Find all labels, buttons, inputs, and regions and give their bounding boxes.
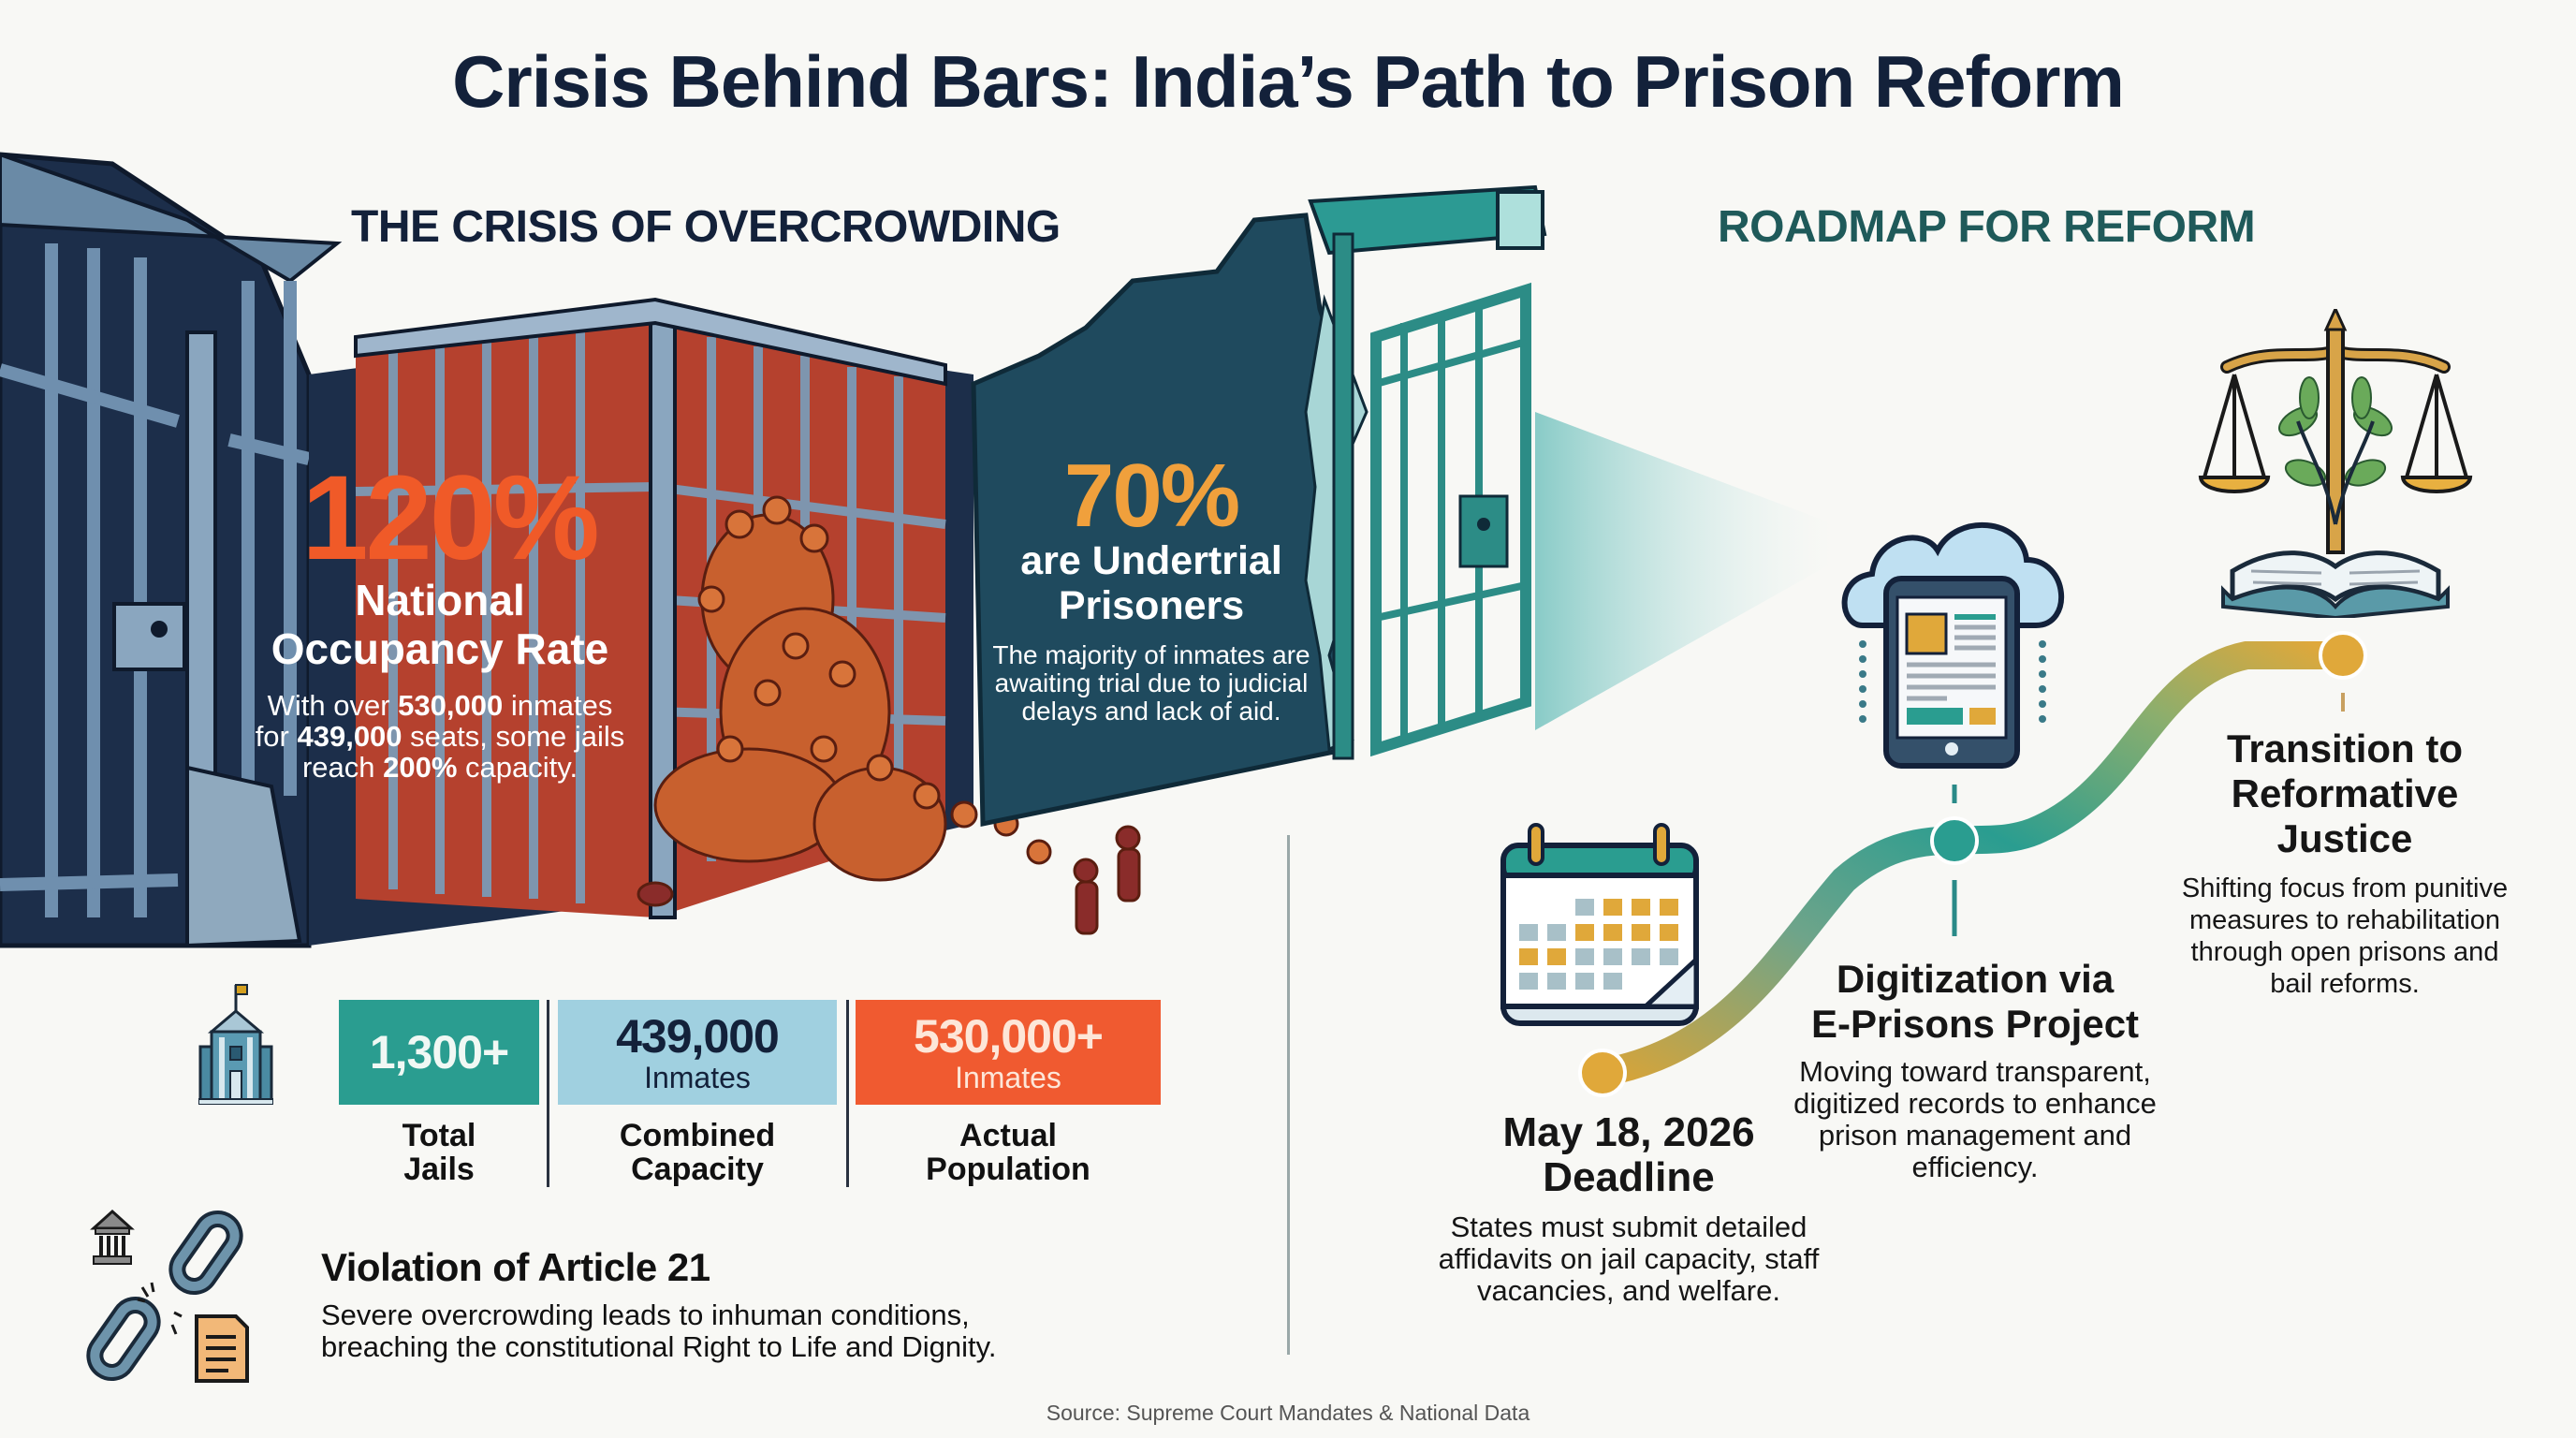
stat-value: 530,000+ [914,1010,1104,1063]
step-digitization-description: Moving toward transparent, digitized rec… [1793,1055,2157,1183]
desc-highlight: 200% [383,751,458,784]
scales-of-justice-icon [2198,309,2473,618]
desc-text: capacity. [457,751,578,784]
section-heading-crisis: THE CRISIS OF OVERCROWDING [351,202,1061,252]
stat-label-line: Population [926,1152,1090,1187]
occupancy-rate-label: National Occupancy Rate [243,576,637,673]
article-21-title: Violation of Article 21 [321,1245,710,1289]
broken-chain-icon [86,1209,249,1383]
calendar-icon [1500,823,1699,1026]
stat-box-combined-capacity: 439,000 Inmates [558,1000,837,1105]
step-title-line: May 18, 2026 [1502,1109,1755,1155]
stat-label-line: Combined [619,1118,776,1153]
section-heading-roadmap: ROADMAP FOR REFORM [1718,202,2256,252]
stat-unit: Inmates [955,1061,1061,1094]
step-title-line: Deadline [1543,1154,1715,1200]
step-title-line: Reformative [2231,771,2459,815]
section-divider [1287,835,1290,1355]
article-desc-line: breaching the constitutional Right to Li… [321,1330,997,1363]
undertrial-label-line1: are Undertrial [1020,538,1282,583]
step-title-line: Digitization via [1836,957,2115,1001]
occupancy-label-line1: National [355,576,525,624]
stat-divider [547,1000,549,1187]
step-deadline-title: May 18, 2026 Deadline [1432,1110,1825,1200]
desc-highlight: 530,000 [398,689,504,722]
stat-label-total-jails: Total Jails [339,1119,539,1186]
roadmap-timeline-path [1578,631,2367,1097]
article-desc-line: Severe overcrowding leads to inhuman con… [321,1299,970,1331]
step-reformative-justice-description: Shifting focus from punitive measures to… [2181,873,2509,999]
step-deadline-description: States must submit detailed affidavits o… [1438,1211,1820,1307]
undertrial-value: 70% [1063,446,1240,546]
stat-value: 439,000 [616,1010,780,1063]
stat-label-line: Actual [959,1118,1057,1153]
desc-highlight: 439,000 [297,720,402,753]
stat-box-actual-population: 530,000+ Inmates [856,1000,1161,1105]
article-21-description: Severe overcrowding leads to inhuman con… [321,1299,1070,1363]
stat-box-total-jails: 1,300+ [339,1000,539,1105]
undertrial-label-line2: Prisoners [1058,583,1245,628]
stat-label-line: Total [402,1118,476,1153]
desc-text: With over [267,689,399,722]
desc-text: seats, some jails reach [301,720,625,784]
source-footnote: Source: Supreme Court Mandates & Nationa… [1046,1401,1530,1425]
page-title: Crisis Behind Bars: India’s Path to Pris… [452,40,2125,123]
courthouse-building-icon [198,984,273,1105]
stat-divider [846,1000,849,1187]
occupancy-label-line2: Occupancy Rate [271,624,609,673]
stat-unit: Inmates [644,1061,751,1094]
stat-value: 1,300+ [369,1026,509,1078]
stat-label-line: Capacity [631,1152,764,1187]
step-reformative-justice-title: Transition to Reformative Justice [2181,726,2509,861]
cloud-tablet-icon [1841,521,2065,769]
undertrial-label: are Undertrial Prisoners [992,538,1310,628]
prison-illustration [0,152,1835,948]
step-title-line: Transition to [2227,726,2463,770]
desc-text: inmates for [255,689,613,753]
stat-label-actual-population: Actual Population [856,1119,1161,1186]
stat-label-combined-capacity: Combined Capacity [558,1119,837,1186]
stat-label-line: Jails [403,1152,475,1187]
occupancy-description: With over 530,000 inmates for 439,000 se… [253,690,627,783]
step-title-line: E-Prisons Project [1810,1002,2140,1046]
step-digitization-title: Digitization via E-Prisons Project [1788,957,2162,1047]
undertrial-description: The majority of inmates are awaiting tri… [992,640,1310,726]
step-title-line: Justice [2276,816,2413,860]
occupancy-rate-value: 120% [301,451,599,585]
